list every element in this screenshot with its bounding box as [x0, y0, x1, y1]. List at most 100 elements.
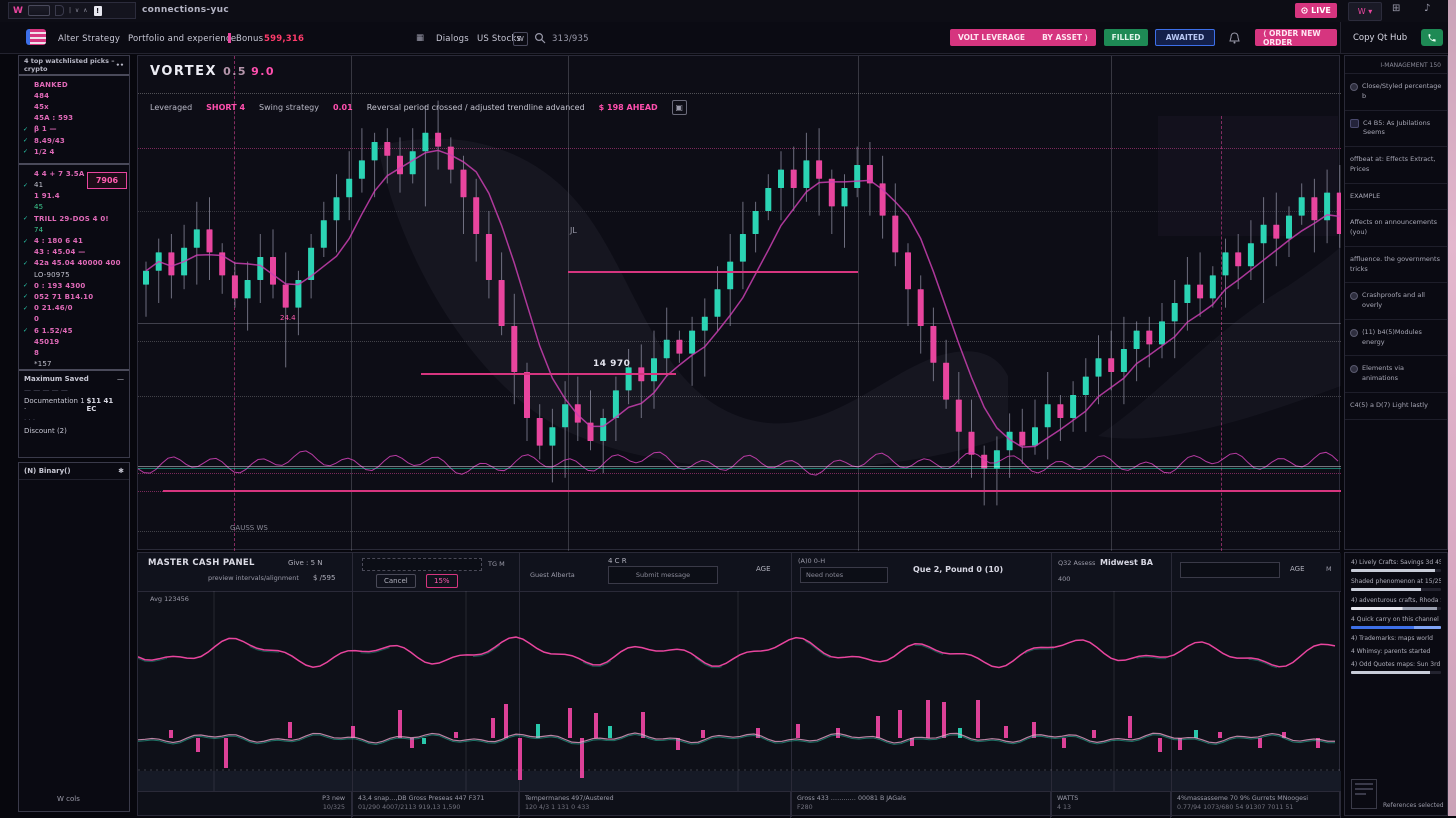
watchlist-row[interactable]: ✓ 4 : 180 6 41: [23, 235, 129, 246]
candlestick-chart[interactable]: [138, 56, 1341, 551]
watchlist-row[interactable]: 8: [23, 347, 129, 358]
sub-readout: 400: [1058, 575, 1071, 583]
news-item[interactable]: Affects on announcements (you): [1345, 210, 1447, 247]
resistance-line[interactable]: [568, 271, 858, 273]
tick-icon: ✓: [23, 237, 29, 245]
table-cell[interactable]: Tempermanes 497/Austered 120 4/3 1 131 0 …: [519, 792, 791, 818]
news-item[interactable]: ⟨11⟩ b4(5)Modules energy: [1345, 320, 1447, 357]
watchlist-row[interactable]: ✓ 1/2 4: [23, 146, 129, 157]
watchlist-row[interactable]: 45019: [23, 336, 129, 347]
watchlist-row[interactable]: *157: [23, 359, 129, 370]
news-list: Close/Styled percentage b C4 B5: As Jubil…: [1345, 74, 1447, 420]
watchlist-row[interactable]: ✓ 052 71 B14.10: [23, 291, 129, 302]
scrollbar[interactable]: [1448, 0, 1456, 816]
news-item[interactable]: Elements via animations: [1345, 356, 1447, 393]
tab-shape-icon[interactable]: [54, 5, 64, 16]
watchlist-row[interactable]: ✓ 0 21.46/0: [23, 303, 129, 314]
portfolio-menu[interactable]: Portfolio and experience: [128, 34, 237, 44]
cell-line-1: Tempermanes 497/Austered: [525, 795, 614, 802]
watchlist-row[interactable]: ✓ 42a 45.04 40000 400: [23, 258, 129, 269]
saved-discount[interactable]: Discount (2): [24, 427, 67, 435]
support-line[interactable]: [163, 490, 1341, 492]
mini-window-chrome[interactable]: W | ∨ ∧ !: [8, 2, 136, 19]
bell-icon[interactable]: [1228, 32, 1241, 44]
app-icon[interactable]: [26, 29, 46, 45]
news-item[interactable]: Close/Styled percentage b: [1345, 74, 1447, 111]
indicator-chart[interactable]: [138, 591, 1341, 791]
watchlist-row[interactable]: ✓ 6 1.52/45: [23, 325, 129, 336]
w-chip[interactable]: W: [513, 32, 528, 46]
table-cell[interactable]: Gross 433 ………… 00081 B JAGals F280: [791, 792, 1051, 818]
watchlist-row[interactable]: 45: [23, 202, 129, 213]
watchlist-row[interactable]: LO-90975: [23, 269, 129, 280]
references-box[interactable]: [1351, 779, 1377, 809]
main-chart-panel[interactable]: 14 970 24.4 JL GAUSS WS VORTEX 0.5 9.0 Lev…: [137, 55, 1341, 551]
search-icon[interactable]: [534, 32, 546, 44]
progress-row[interactable]: 4) Trademarks: maps world: [1351, 635, 1441, 642]
notes-input[interactable]: Need notes: [800, 567, 888, 583]
progress-row[interactable]: 4) Lively Crafts: Savings 3d 452: [1351, 559, 1441, 572]
watchlist-row[interactable]: 4 4 + 7 3.5A: [23, 168, 129, 179]
call-button[interactable]: [1421, 29, 1443, 46]
watchlist-row[interactable]: 43 : 45.04 —: [23, 247, 129, 258]
submit-message-box[interactable]: Submit message: [608, 566, 718, 584]
cancel-button[interactable]: Cancel: [376, 574, 416, 588]
filter-input[interactable]: [362, 558, 482, 571]
watchlist-row[interactable]: ✓ 0 : 193 4300: [23, 280, 129, 291]
news-item[interactable]: offbeat at: Effects Extract, Prices: [1345, 147, 1447, 184]
news-item[interactable]: C4 B5: As Jubilations Seems: [1345, 111, 1447, 147]
market-selector[interactable]: US Stocks: [477, 34, 522, 44]
watchlist-row[interactable]: 0: [23, 314, 129, 325]
progress-row[interactable]: 4) Odd Quotes maps: Sun 3rd: [1351, 661, 1441, 674]
layout-icon[interactable]: ⊞: [1392, 3, 1401, 14]
progress-row[interactable]: 4 Quick carry on this channel: [1351, 616, 1441, 629]
star-icon[interactable]: ✱: [118, 467, 124, 475]
search-orders-input[interactable]: [1180, 562, 1280, 578]
watchlist-row[interactable]: 1 91.4: [23, 191, 129, 202]
watchlist-menu-icon[interactable]: ••: [115, 61, 124, 69]
watchlist-symbol: 1/2 4: [34, 147, 55, 156]
news-item[interactable]: C4(5) a D(7) Light lastly: [1345, 393, 1447, 420]
progress-label: Shaded phenomenon at 15/25: [1351, 578, 1441, 585]
progress-fill: [1351, 607, 1438, 610]
watchlist-row[interactable]: ✓ 41: [23, 180, 129, 191]
new-order-button[interactable]: ⟨ ORDER NEW ORDER: [1255, 29, 1337, 47]
news-item[interactable]: affluence. the governments tricks: [1345, 247, 1447, 284]
awaited-button[interactable]: AWAITED: [1155, 29, 1215, 46]
watchlist-row[interactable]: 45x: [23, 101, 129, 112]
dialogs-menu[interactable]: Dialogs: [436, 34, 469, 44]
alter-strategy-menu[interactable]: Alter Strategy: [58, 34, 121, 44]
panel-footer-band: [138, 771, 1341, 791]
watchlist-row[interactable]: 484: [23, 90, 129, 101]
watchlist-row[interactable]: ✓ TRILL 29-DOS 4 0!: [23, 213, 129, 224]
sound-icon[interactable]: ♪: [1424, 3, 1431, 14]
table-cell[interactable]: P3 new 10/325: [138, 792, 352, 818]
progress-row[interactable]: 4 Whimsy: parents started: [1351, 648, 1441, 655]
table-cell[interactable]: 4%massasseme 70 9% Gurrets MNoogesi 0.77/…: [1171, 792, 1341, 818]
table-cell[interactable]: WATTS 4 13: [1051, 792, 1171, 818]
watchlist-row[interactable]: BANKED: [23, 79, 129, 90]
watchlist-row[interactable]: 74: [23, 224, 129, 235]
snapshot-icon[interactable]: ▣: [671, 100, 687, 115]
live-button[interactable]: LIVE: [1295, 3, 1337, 18]
price-badge[interactable]: 7906: [87, 172, 127, 189]
progress-row[interactable]: 4) adventurous crafts, Rhoda Seems: [1351, 597, 1441, 610]
progress-row[interactable]: Shaded phenomenon at 15/25: [1351, 578, 1441, 591]
watchlist-row[interactable]: ✓ 8.49/43: [23, 135, 129, 146]
volt-leverage-button[interactable]: VOLT LEVERAGE BY ASSET ⟩: [950, 29, 1096, 46]
watchlist-row[interactable]: 45A : 593: [23, 113, 129, 124]
grid-icon[interactable]: ▦: [416, 33, 425, 43]
entry-price-line[interactable]: [421, 373, 676, 375]
watchlist-row[interactable]: ✓ β 1 —: [23, 124, 129, 135]
news-item-text: Crashproofs and all overly: [1362, 291, 1425, 309]
news-item[interactable]: Crashproofs and all overly: [1345, 283, 1447, 320]
news-item[interactable]: EXAMPLE: [1345, 184, 1447, 211]
watchlist-header[interactable]: 4 top watchlisted picks – crypto ••: [19, 56, 129, 76]
table-cell[interactable]: 43,4 snap…,DB Gross Preseas 447 F371 01/2…: [352, 792, 519, 818]
tab-pill-icon[interactable]: [27, 5, 50, 16]
corner-label: M: [1326, 565, 1332, 573]
workspace-menu[interactable]: W ▾: [1348, 2, 1382, 21]
percent-button[interactable]: 15%: [426, 574, 458, 588]
filled-button[interactable]: FILLED: [1104, 29, 1148, 46]
